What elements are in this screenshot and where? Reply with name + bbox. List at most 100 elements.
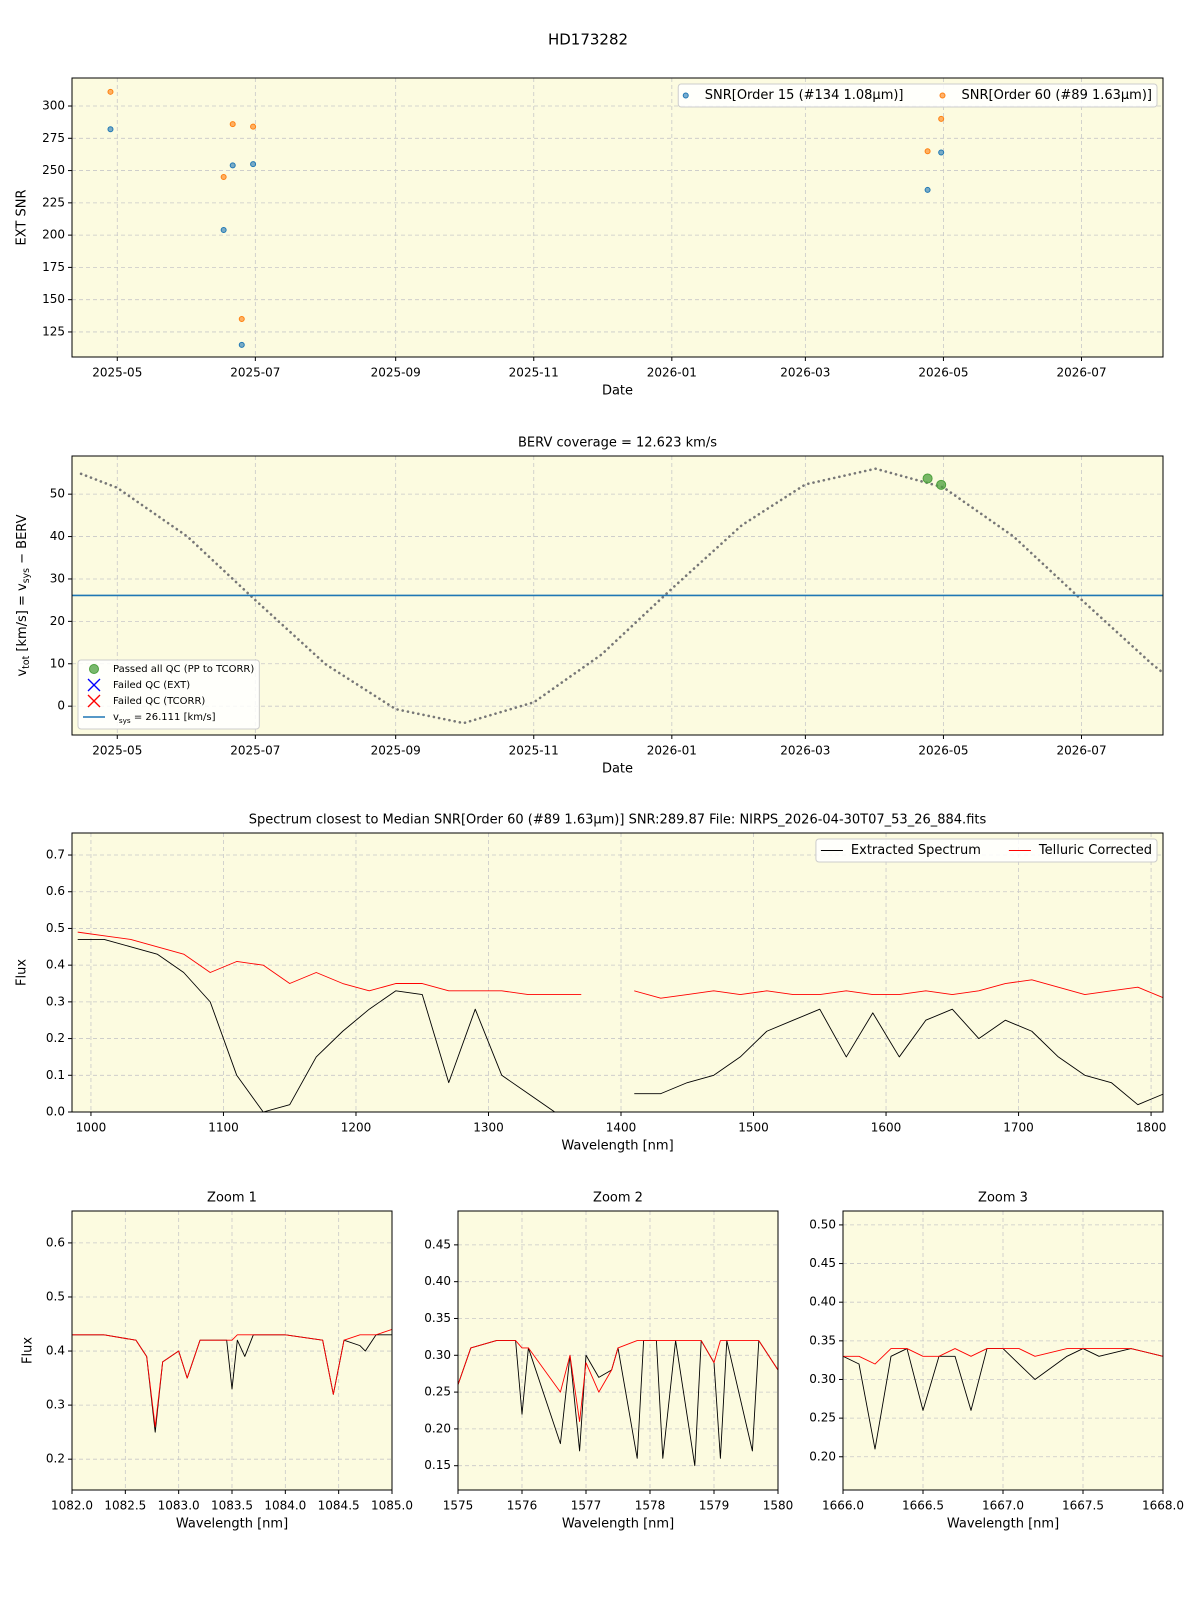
plot-area	[72, 78, 1163, 357]
y-tick-label: 0.3	[46, 994, 65, 1008]
point	[229, 162, 236, 169]
x-axis-label: Date	[602, 384, 633, 399]
legend-label: Telluric Corrected	[1038, 843, 1152, 858]
y-tick-label: 0.0	[46, 1105, 65, 1119]
x-tick-label: 2025-11	[509, 366, 559, 380]
x-axis-label: Date	[602, 762, 633, 777]
y-tick-label: 50	[50, 487, 65, 501]
y-axis-label: vtot [km/s] = vsys − BERV	[15, 514, 32, 676]
y-tick-label: 0.40	[424, 1274, 451, 1288]
y-tick-label: 0.4	[46, 958, 65, 972]
y-tick-label: 0.25	[809, 1411, 836, 1425]
point	[922, 473, 933, 484]
y-tick-label: 30	[50, 571, 65, 585]
y-tick-label: 40	[50, 529, 65, 543]
x-tick-label: 1666.5	[902, 1499, 944, 1513]
x-tick-label: 2026-03	[780, 366, 830, 380]
y-tick-label: 0.45	[424, 1237, 451, 1251]
x-tick-label: 2025-05	[92, 744, 142, 758]
y-tick-label: 0.5	[46, 921, 65, 935]
y-tick-label: 0.45	[809, 1256, 836, 1270]
x-tick-label: 1666.0	[822, 1499, 864, 1513]
series-line	[458, 1340, 778, 1422]
plot-frame	[457, 1210, 779, 1491]
y-tick-label: 0.4	[46, 1344, 65, 1358]
x-tick-label: 1300	[473, 1121, 504, 1135]
legend-symbol	[939, 92, 946, 99]
legend: Passed all QC (PP to TCORR) Failed QC (EX…	[77, 659, 260, 730]
y-tick-label: 0.15	[424, 1458, 451, 1472]
label-part: = 26.111 [km/s]	[131, 712, 216, 723]
legend-symbol	[682, 92, 689, 99]
plot-frame	[842, 1210, 1164, 1491]
x-tick-label: 2025-07	[230, 744, 280, 758]
point	[220, 174, 227, 181]
y-tick-label: 0.1	[46, 1068, 65, 1082]
plot-area	[72, 833, 1163, 1112]
y-tick-label: 250	[42, 163, 65, 177]
x-tick-label: 1085.0	[371, 1499, 413, 1513]
x-tick-label: 2026-01	[647, 366, 697, 380]
y-tick-label: 175	[42, 260, 65, 274]
y-tick-label: 0.40	[809, 1295, 836, 1309]
x-tick-label: 2026-07	[1056, 366, 1106, 380]
y-tick-label: 0.6	[46, 884, 65, 898]
y-tick-label: 150	[42, 292, 65, 306]
point	[924, 186, 931, 193]
x-tick-label: 1667.5	[1062, 1499, 1104, 1513]
x-tick-label: 1500	[738, 1121, 769, 1135]
label-part: v	[15, 669, 30, 677]
x-tick-label: 1083.5	[211, 1499, 253, 1513]
y-tick-label: 10	[50, 656, 65, 670]
y-tick-label: 0.2	[46, 1452, 65, 1466]
series-line	[843, 1348, 1163, 1365]
panel-title: BERV coverage = 12.623 km/s	[518, 436, 717, 451]
x-tick-label: 2026-01	[647, 744, 697, 758]
plot-frame	[71, 832, 1164, 1113]
y-tick-label: 0.50	[809, 1217, 836, 1231]
x-tick-label: 2025-09	[371, 366, 421, 380]
x-tick-label: 2025-09	[371, 744, 421, 758]
x-axis-label: Wavelength [nm]	[176, 1517, 288, 1532]
x-axis-label: Wavelength [nm]	[947, 1517, 1059, 1532]
point	[250, 161, 257, 168]
y-axis-label: Flux	[21, 1337, 36, 1364]
legend-symbol	[89, 664, 99, 674]
y-tick-label: 0.3	[46, 1398, 65, 1412]
series-line	[72, 1328, 392, 1428]
y-tick-label: 0.35	[424, 1311, 451, 1325]
point	[238, 341, 245, 348]
label-part: sys	[119, 716, 131, 725]
legend-label: Passed all QC (PP to TCORR)	[113, 664, 254, 675]
x-tick-label: 1579	[699, 1499, 730, 1513]
panel-title: Zoom 2	[593, 1191, 643, 1206]
point	[938, 115, 945, 122]
point	[107, 126, 114, 133]
y-tick-label: 0.20	[424, 1421, 451, 1435]
legend: SNR[Order 15 (#134 1.08μm)] SNR[Order 60 …	[677, 83, 1158, 108]
x-tick-label: 2026-05	[918, 366, 968, 380]
point	[924, 148, 931, 155]
y-tick-label: 300	[42, 99, 65, 113]
x-tick-label: 2026-07	[1056, 744, 1106, 758]
x-tick-label: 1800	[1136, 1121, 1167, 1135]
legend-label: SNR[Order 60 (#89 1.63μm)]	[962, 88, 1153, 103]
x-tick-label: 1668.0	[1142, 1499, 1184, 1513]
legend-box	[677, 83, 1158, 108]
plot-marks	[72, 1328, 392, 1433]
label-part: − BERV	[15, 514, 30, 568]
x-tick-label: 2026-05	[918, 744, 968, 758]
series-line	[77, 931, 1163, 999]
x-tick-label: 1084.0	[264, 1499, 306, 1513]
x-tick-label: 1575	[443, 1499, 474, 1513]
point	[229, 121, 236, 128]
legend-box	[815, 838, 1158, 863]
plot-frame	[71, 455, 1164, 736]
x-axis-label: Wavelength [nm]	[561, 1139, 673, 1154]
series-line	[843, 1348, 1163, 1450]
y-tick-label: 0	[57, 699, 65, 713]
y-tick-label: 125	[42, 324, 65, 338]
legend-label: Failed QC (EXT)	[113, 680, 190, 691]
y-tick-label: 200	[42, 228, 65, 242]
